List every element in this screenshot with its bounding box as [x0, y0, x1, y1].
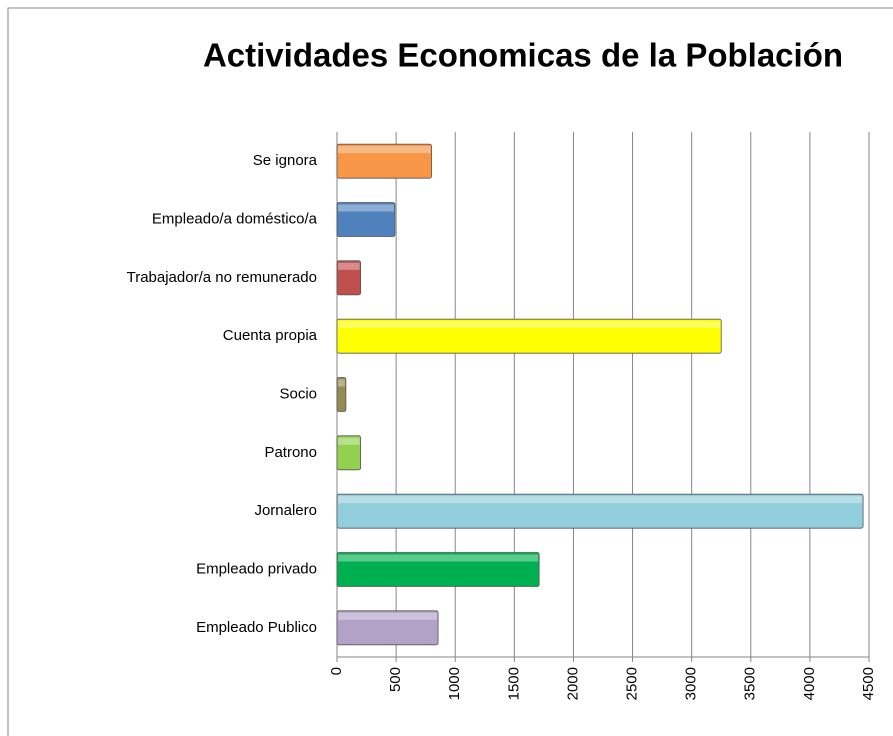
y-tick-label: Empleado privado: [196, 560, 317, 577]
bar: [336, 143, 432, 179]
x-tick-label: 4500: [860, 667, 877, 700]
bar-highlight: [338, 204, 394, 212]
x-tick-label: 3500: [742, 667, 759, 700]
x-tick-label: 1000: [446, 667, 463, 700]
y-tick-label: Se ignora: [253, 152, 318, 169]
bar: [336, 552, 540, 587]
bar-highlight: [338, 379, 345, 387]
chart-title: Actividades Economicas de la Población: [203, 37, 843, 74]
y-tick-label: Jornalero: [254, 502, 317, 519]
x-tick-label: 500: [387, 667, 404, 692]
bar-highlight: [338, 437, 360, 445]
y-tick-label: Socio: [279, 385, 317, 402]
y-tick-label: Empleado Publico: [196, 619, 317, 636]
bar: [336, 610, 439, 646]
bar: [336, 435, 362, 471]
bar-highlight: [338, 554, 539, 562]
bar: [336, 377, 347, 412]
x-tick-label: 0: [328, 667, 345, 675]
y-tick-label: Empleado/a doméstico/a: [152, 210, 318, 227]
x-tick-label: 2500: [624, 667, 641, 700]
bar: [336, 318, 722, 354]
bar-highlight: [338, 612, 438, 620]
y-tick-label: Patrono: [264, 444, 317, 461]
x-tick-label: 3000: [683, 667, 700, 700]
bar-highlight: [338, 496, 863, 504]
bar-highlight: [338, 321, 721, 329]
chart-frame: [7, 7, 893, 736]
bar: [336, 493, 864, 529]
bar: [336, 202, 396, 237]
x-tick-label: 4000: [801, 667, 818, 700]
bar: [336, 260, 362, 296]
bar-highlight: [338, 262, 360, 270]
x-tick-label: 2000: [564, 667, 581, 700]
x-tick-label: 1500: [505, 667, 522, 700]
bar-highlight: [338, 146, 431, 154]
y-tick-label: Trabajador/a no remunerado: [127, 269, 317, 286]
y-tick-label: Cuenta propia: [223, 327, 318, 344]
